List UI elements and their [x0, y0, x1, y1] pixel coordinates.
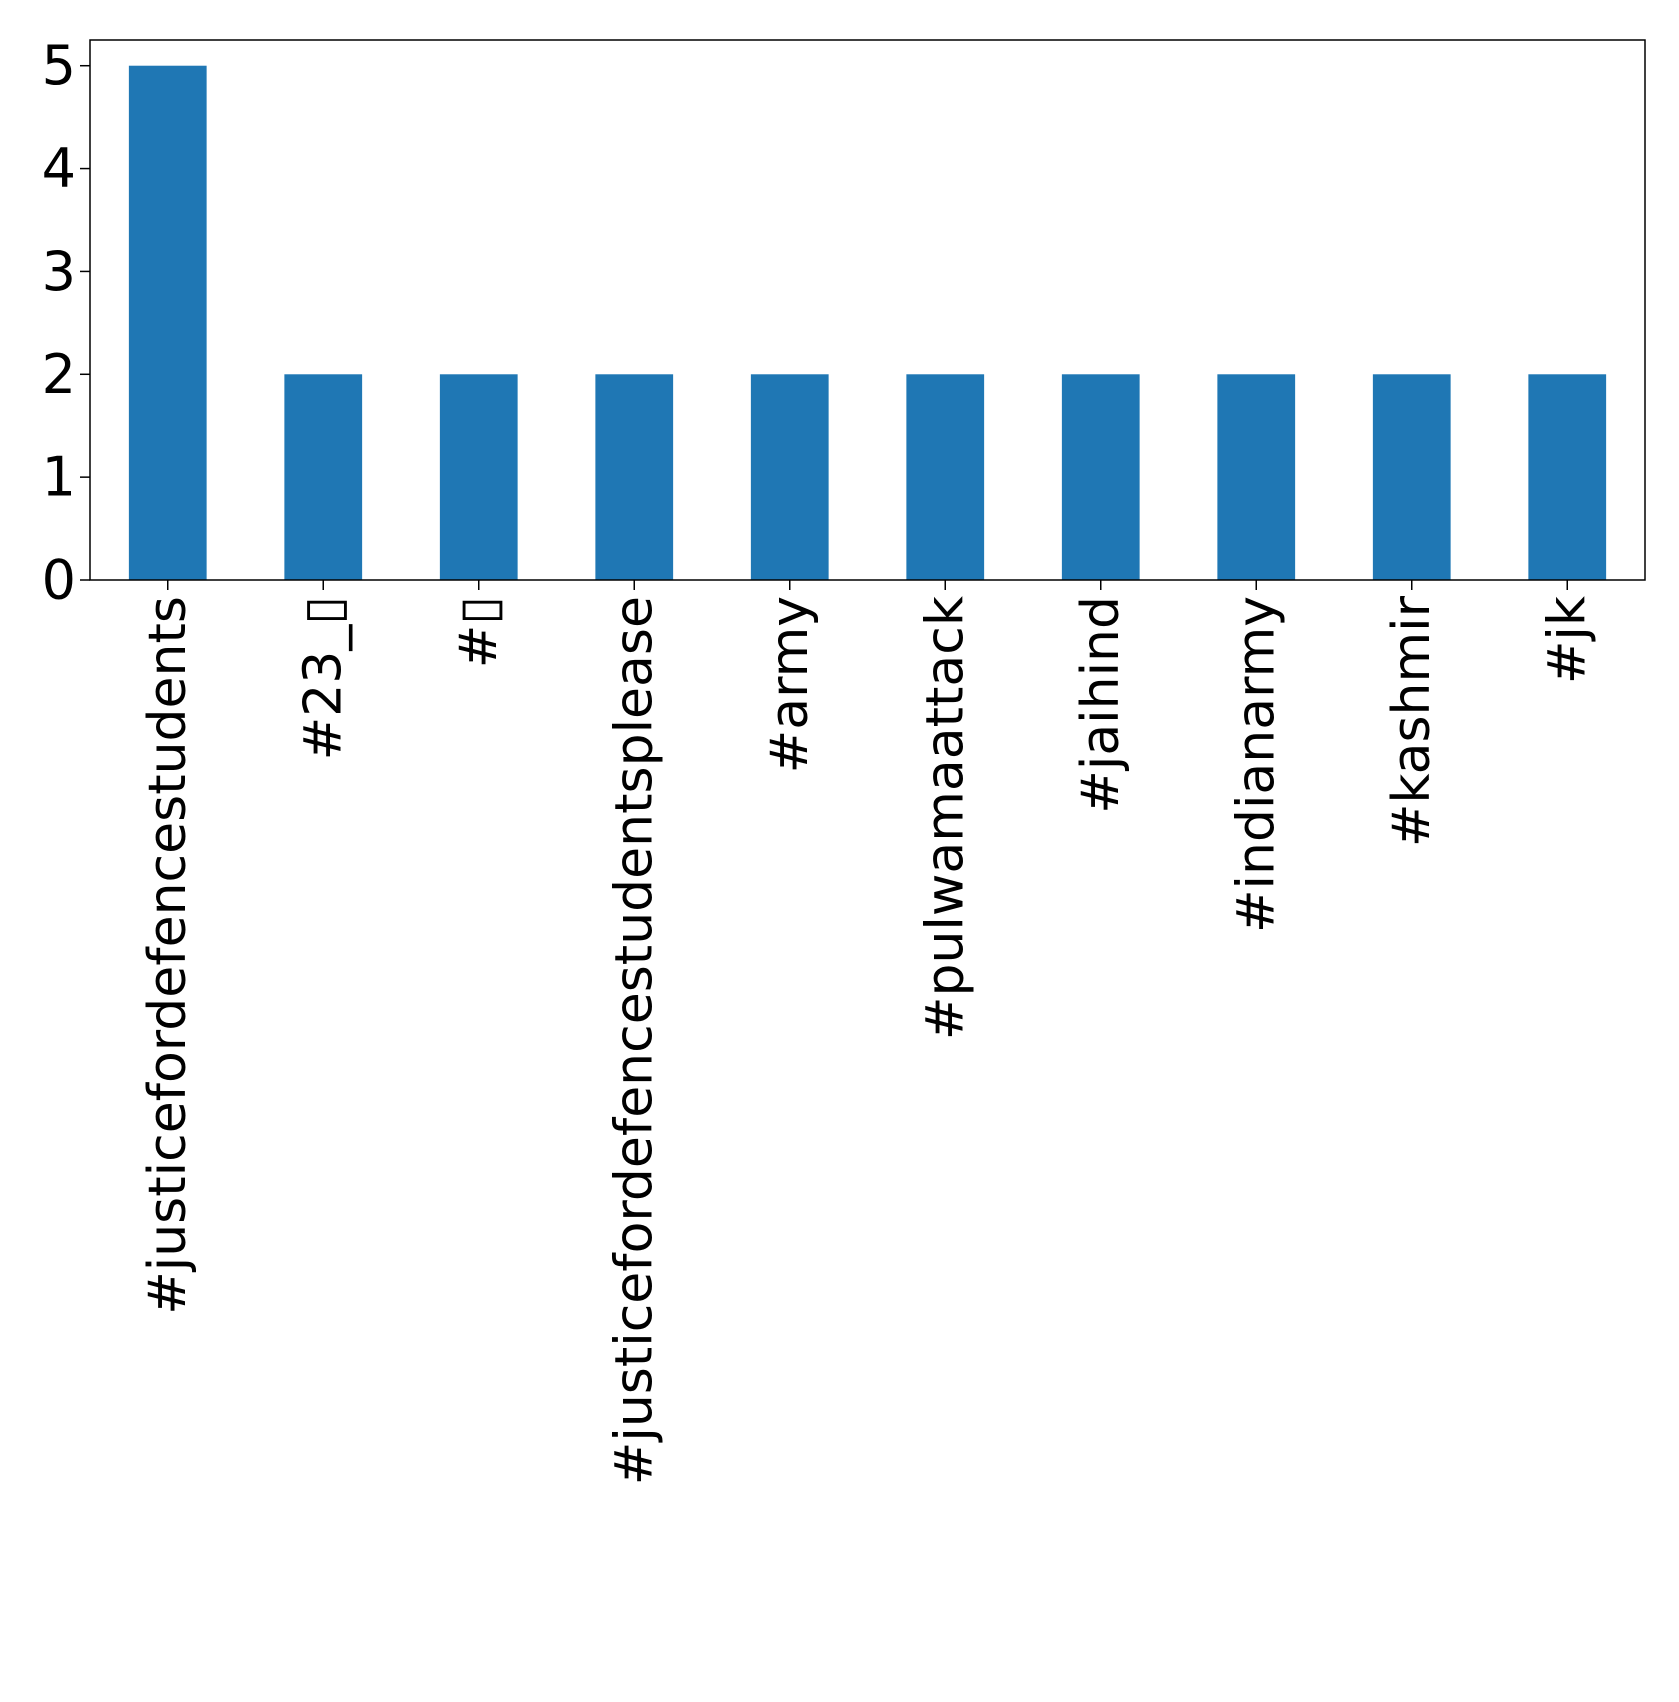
bar-8: [1372, 374, 1451, 580]
x-tick-label: #▯: [449, 596, 509, 668]
x-tick-label: #jaihind: [1071, 596, 1131, 814]
y-tick-label: 0: [42, 549, 76, 612]
bars-layer: [128, 65, 1607, 580]
x-tick-label: #pulwamaattack: [915, 596, 975, 1040]
bar-3: [595, 374, 674, 580]
bar-0: [128, 65, 207, 580]
bar-9: [1528, 374, 1607, 580]
x-axis: #justicefordefencestudents #23_▯ #▯ #justic…: [138, 580, 1597, 1485]
y-tick-label: 1: [42, 446, 76, 509]
y-tick-label: 2: [42, 343, 76, 406]
plot-frame: [89, 39, 1646, 581]
bar-7: [1217, 374, 1296, 580]
x-tick-label: #army: [760, 596, 820, 773]
bar-2: [439, 374, 518, 580]
x-tick-label: #justicefordefencestudents: [138, 596, 198, 1315]
y-tick-label: 5: [42, 34, 76, 97]
x-tick-label: #23_▯: [293, 596, 353, 760]
bar-6: [1061, 374, 1140, 580]
x-tick-label: #indianarmy: [1226, 596, 1286, 933]
y-tick-label: 4: [42, 137, 76, 200]
y-tick-label: 3: [42, 240, 76, 303]
x-tick-label: #jk: [1537, 596, 1597, 684]
x-tick-label: #justicefordefencestudentsplease: [604, 596, 664, 1485]
y-axis: 0 1 2 3 4 5: [42, 34, 90, 612]
x-tick-label: #kashmir: [1382, 595, 1442, 847]
bar-5: [906, 374, 985, 580]
bar-4: [750, 374, 829, 580]
bar-1: [284, 374, 363, 580]
